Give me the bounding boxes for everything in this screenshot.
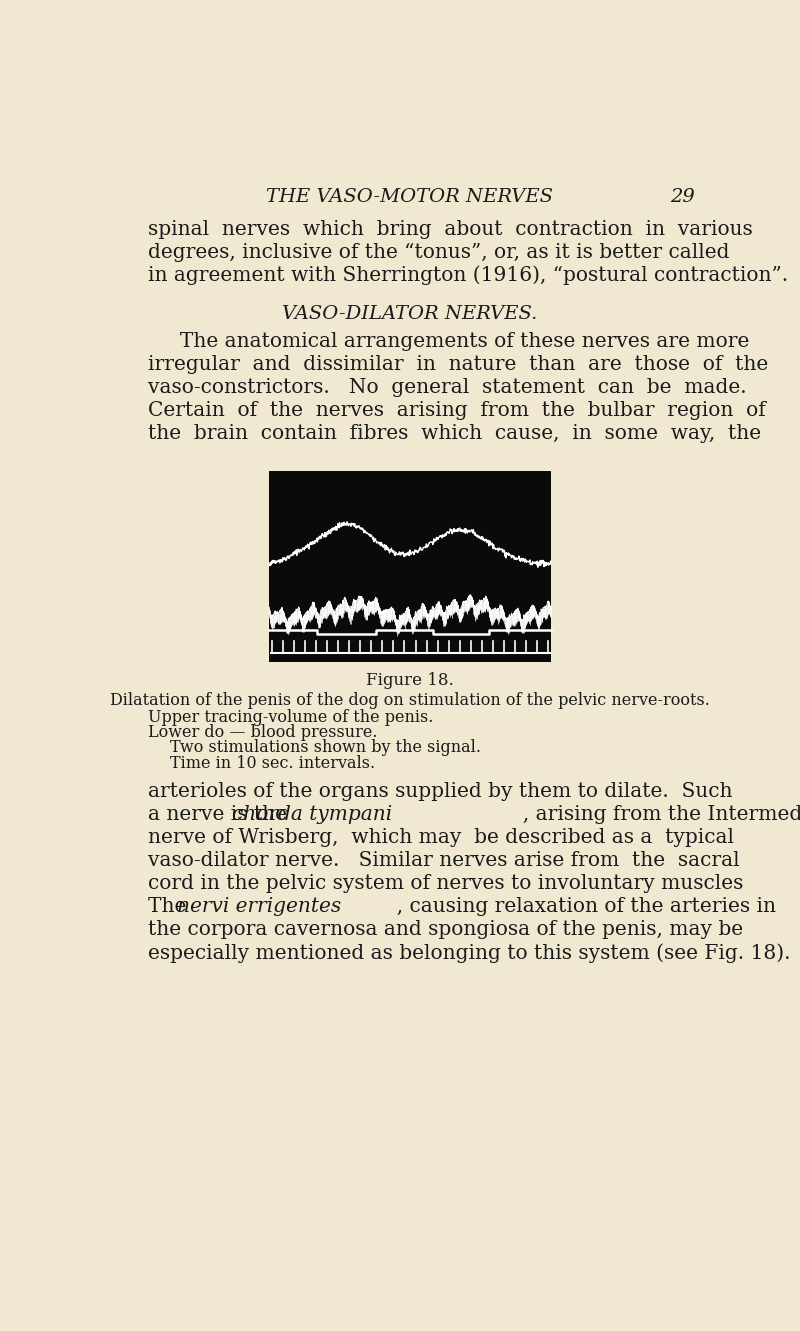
- Text: chorda tympani: chorda tympani: [232, 805, 392, 824]
- Text: Two stimulations shown by the signal.: Two stimulations shown by the signal.: [170, 740, 481, 756]
- Bar: [269, 471, 551, 662]
- Text: vaso-constrictors.   No  general  statement  can  be  made.: vaso-constrictors. No general statement …: [148, 378, 746, 397]
- Text: The                                 , causing relaxation of the arteries in: The , causing relaxation of the arteries…: [148, 897, 776, 916]
- Text: Time in 10 sec. intervals.: Time in 10 sec. intervals.: [170, 755, 375, 772]
- Text: Lower do — blood pressure.: Lower do — blood pressure.: [148, 724, 378, 741]
- Bar: [250, 463, 570, 673]
- Text: nerve of Wrisberg,  which may  be described as a  typical: nerve of Wrisberg, which may be describe…: [148, 828, 734, 847]
- Text: in agreement with Sherrington (1916), “postural contraction”.: in agreement with Sherrington (1916), “p…: [148, 265, 788, 285]
- Text: degrees, inclusive of the “tonus”, or, as it is better called: degrees, inclusive of the “tonus”, or, a…: [148, 242, 730, 262]
- Text: cord in the pelvic system of nerves to involuntary muscles: cord in the pelvic system of nerves to i…: [148, 874, 743, 893]
- Text: vaso-dilator nerve.   Similar nerves arise from  the  sacral: vaso-dilator nerve. Similar nerves arise…: [148, 851, 740, 870]
- Text: 29: 29: [670, 188, 695, 206]
- Text: Certain  of  the  nerves  arising  from  the  bulbar  region  of: Certain of the nerves arising from the b…: [148, 401, 766, 421]
- Text: VASO-DILATOR NERVES.: VASO-DILATOR NERVES.: [282, 305, 538, 322]
- Text: Upper tracing-volume of the penis.: Upper tracing-volume of the penis.: [148, 708, 434, 725]
- Text: The anatomical arrangements of these nerves are more: The anatomical arrangements of these ner…: [148, 331, 750, 351]
- Text: THE VASO-MOTOR NERVES: THE VASO-MOTOR NERVES: [266, 188, 554, 206]
- Text: Dilatation of the penis of the dog on stimulation of the pelvic nerve-roots.: Dilatation of the penis of the dog on st…: [110, 692, 710, 709]
- Text: spinal  nerves  which  bring  about  contraction  in  various: spinal nerves which bring about contract…: [148, 220, 753, 238]
- Text: arterioles of the organs supplied by them to dilate.  Such: arterioles of the organs supplied by the…: [148, 781, 733, 801]
- Text: the  brain  contain  fibres  which  cause,  in  some  way,  the: the brain contain fibres which cause, in…: [148, 425, 761, 443]
- Text: the corpora cavernosa and spongiosa of the penis, may be: the corpora cavernosa and spongiosa of t…: [148, 920, 743, 940]
- Text: a nerve is the                                     , arising from the Intermedia: a nerve is the , arising from the Interm…: [148, 805, 800, 824]
- Text: nervi errigentes: nervi errigentes: [177, 897, 341, 916]
- Text: irregular  and  dissimilar  in  nature  than  are  those  of  the: irregular and dissimilar in nature than …: [148, 355, 768, 374]
- Text: especially mentioned as belonging to this system (see Fig. 18).: especially mentioned as belonging to thi…: [148, 942, 790, 962]
- Text: Figure 18.: Figure 18.: [366, 672, 454, 688]
